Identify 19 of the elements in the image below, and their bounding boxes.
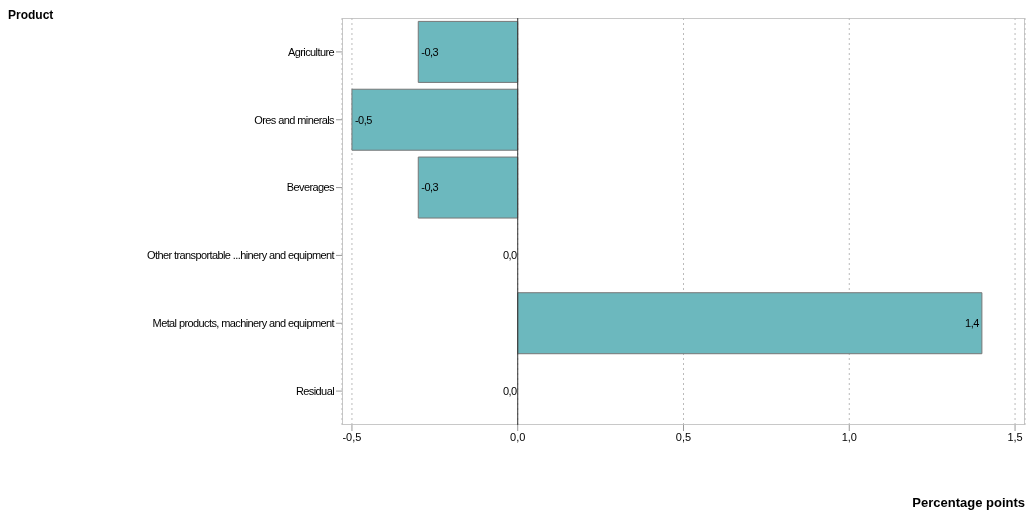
y-tick-label: Metal products, machinery and equipment xyxy=(152,317,335,330)
y-tick-label: Ores and minerals xyxy=(254,113,336,126)
data-label: -0,5 xyxy=(354,113,373,126)
text: Product xyxy=(8,8,54,22)
data-label: 0,0 xyxy=(502,249,518,262)
data-label: 1,4 xyxy=(965,317,980,330)
y-tick-label: Residual xyxy=(295,384,335,397)
y-tick-label: Agriculture xyxy=(288,45,335,58)
x-tick-label: -0,5 xyxy=(342,430,362,443)
data-label: 0,0 xyxy=(502,384,518,397)
data-label: -0,3 xyxy=(421,181,439,194)
y-tick-label: Beverages xyxy=(286,181,336,194)
x-tick-label: 1,0 xyxy=(841,430,857,443)
x-tick-label: 0,5 xyxy=(675,430,692,443)
x-tick-label: 1,5 xyxy=(1007,430,1023,443)
data-label: -0,3 xyxy=(421,45,439,58)
x-tick-label: 0,0 xyxy=(510,430,526,443)
y-tick-label: Other transportable ...hinery and equipment xyxy=(147,249,335,262)
x-axis-title: Percentage points xyxy=(912,495,1025,510)
